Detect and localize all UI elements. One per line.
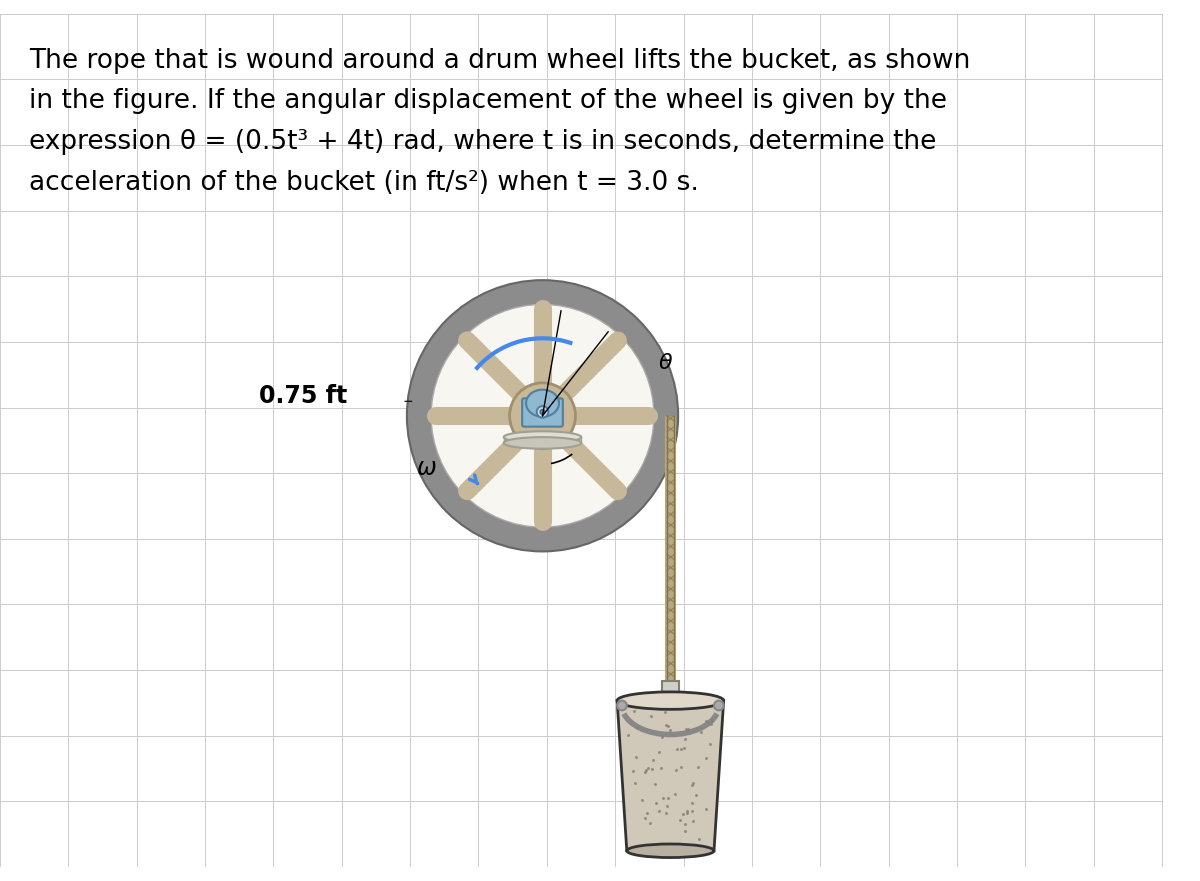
Ellipse shape [504, 432, 581, 443]
Circle shape [431, 305, 654, 527]
Ellipse shape [617, 692, 724, 709]
Text: θ: θ [659, 352, 672, 373]
Circle shape [407, 280, 678, 552]
FancyBboxPatch shape [522, 398, 563, 426]
Text: 0.75 ft: 0.75 ft [258, 384, 347, 409]
Circle shape [540, 410, 545, 414]
Ellipse shape [526, 389, 559, 417]
Bar [504, 437, 581, 443]
Text: acceleration of the bucket (in ft/s²) when t = 3.0 s.: acceleration of the bucket (in ft/s²) wh… [29, 170, 698, 196]
Text: ω: ω [416, 456, 436, 480]
Ellipse shape [504, 437, 581, 448]
Circle shape [617, 700, 626, 710]
Circle shape [510, 383, 576, 448]
Circle shape [714, 700, 724, 710]
Circle shape [536, 406, 548, 418]
FancyBboxPatch shape [661, 681, 679, 697]
Text: The rope that is wound around a drum wheel lifts the bucket, as shown: The rope that is wound around a drum whe… [29, 48, 971, 74]
Text: in the figure. If the angular displacement of the wheel is given by the: in the figure. If the angular displaceme… [29, 88, 947, 115]
Polygon shape [617, 700, 724, 851]
Text: expression θ = (0.5t³ + 4t) rad, where t is in seconds, determine the: expression θ = (0.5t³ + 4t) rad, where t… [29, 129, 936, 155]
Ellipse shape [626, 844, 714, 857]
